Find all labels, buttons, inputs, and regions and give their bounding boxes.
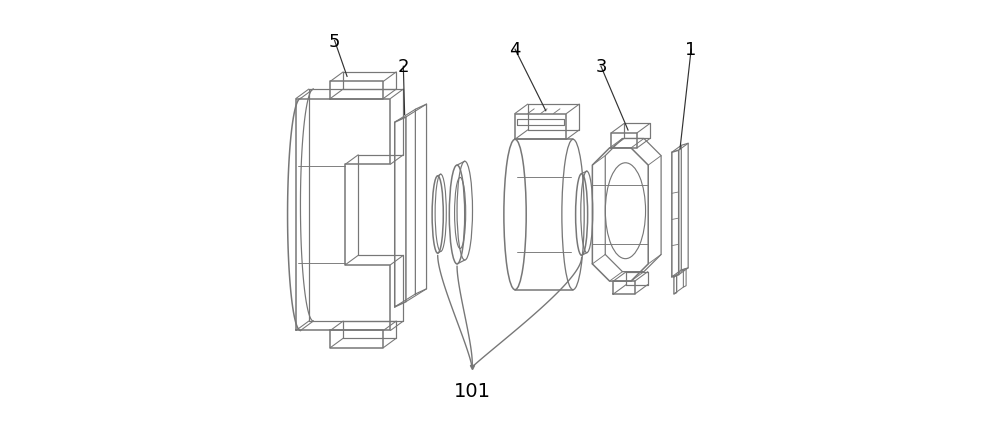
Text: 3: 3 — [595, 58, 607, 76]
Text: 1: 1 — [685, 41, 697, 59]
Text: 2: 2 — [398, 58, 409, 76]
Text: 4: 4 — [509, 41, 521, 59]
Text: 101: 101 — [454, 381, 491, 400]
Text: 5: 5 — [329, 32, 340, 50]
